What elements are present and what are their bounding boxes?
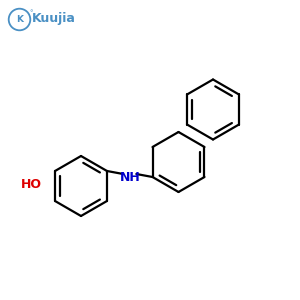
Text: K: K xyxy=(16,15,23,24)
Text: °: ° xyxy=(29,10,33,16)
Text: HO: HO xyxy=(21,178,42,191)
Text: NH: NH xyxy=(120,171,141,184)
Text: Kuujia: Kuujia xyxy=(32,12,76,26)
